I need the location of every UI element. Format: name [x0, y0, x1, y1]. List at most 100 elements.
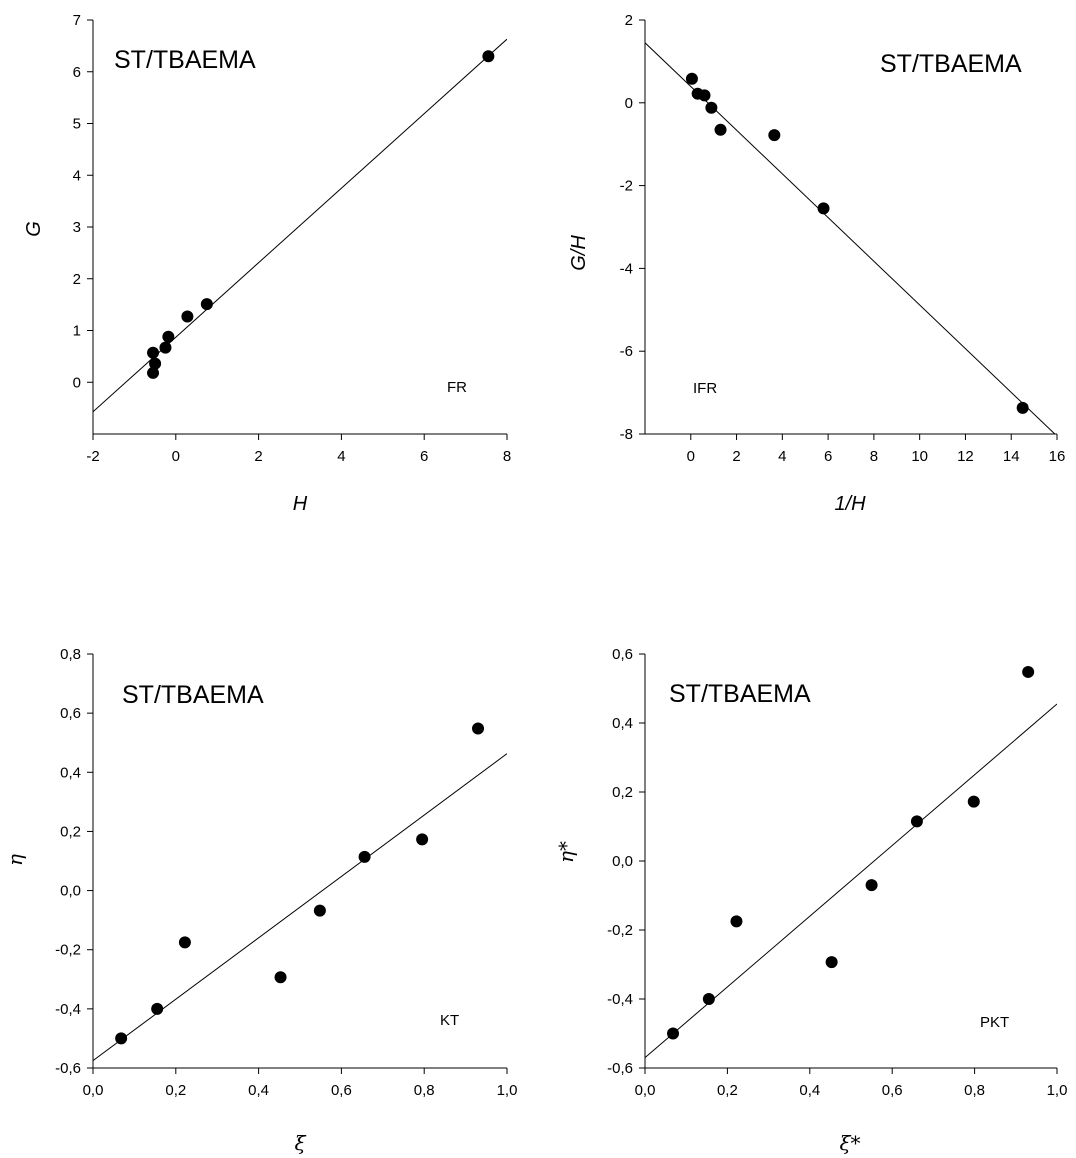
data-point: [1016, 401, 1029, 414]
y-tick-label: 1: [73, 323, 81, 340]
data-point: [667, 1027, 680, 1040]
y-tick-label: 2: [625, 12, 633, 29]
data-point: [147, 346, 160, 359]
x-tick-label: 0,2: [165, 1082, 186, 1099]
data-point: [825, 956, 838, 969]
data-point: [817, 202, 830, 215]
x-tick-label: 8: [870, 448, 878, 465]
x-tick-label: 1,0: [1047, 1082, 1068, 1099]
x-axis-title: ξ: [294, 1131, 306, 1155]
x-tick-label: 8: [503, 448, 511, 465]
y-tick-label: 0,6: [612, 646, 633, 663]
x-tick-label: 6: [824, 448, 832, 465]
panel-kt: ST/TBAEMA KT ξ η 0,0 0,2 0,4 0,6 0,8 1,0 -0,6 -…: [3, 646, 517, 1155]
y-tick-label: 0,2: [612, 784, 633, 801]
method-label: FR: [447, 379, 467, 396]
data-point: [730, 915, 743, 928]
x-tick-label: 4: [337, 448, 345, 465]
data-point: [178, 936, 191, 949]
data-point: [698, 89, 711, 102]
y-tick-label: -0,6: [607, 1060, 633, 1077]
panel-title: ST/TBAEMA: [880, 50, 1022, 78]
y-tick-label: -0,2: [55, 942, 81, 959]
x-tick-label: 6: [420, 448, 428, 465]
x-axis-title: H: [293, 493, 308, 515]
data-point: [702, 993, 715, 1005]
data-point: [768, 129, 781, 142]
x-tick-label: 2: [732, 448, 740, 465]
y-tick-label: 0,6: [60, 705, 81, 722]
data-point: [685, 72, 698, 85]
panel-title: ST/TBAEMA: [669, 680, 811, 708]
x-tick-label: 0,0: [635, 1082, 656, 1099]
data-point: [714, 123, 727, 136]
y-tick-label: -0,4: [55, 1001, 81, 1018]
x-axis-title: 1/H: [834, 493, 866, 515]
x-tick-label: 0,2: [717, 1082, 738, 1099]
panel-title: ST/TBAEMA: [122, 681, 264, 709]
x-axis-title: ξ*: [839, 1131, 860, 1155]
fit-line: [645, 42, 1056, 434]
x-tick-label: 0,4: [248, 1082, 269, 1099]
y-tick-label: 7: [73, 12, 81, 29]
x-tick-label: 14: [1003, 448, 1020, 465]
data-point: [147, 366, 160, 379]
panel-ifr: ST/TBAEMA IFR 1/H G/H 0 2 4 6 8 10 12 14 16 -8 -6 -…: [568, 12, 1065, 515]
y-tick-label: 3: [73, 219, 81, 236]
y-tick-label: -6: [620, 343, 633, 360]
data-point: [313, 904, 326, 917]
x-tick-label: -2: [86, 448, 99, 465]
data-point: [910, 815, 923, 828]
y-tick-label: 4: [73, 167, 81, 184]
x-tick-label: 10: [911, 448, 928, 465]
data-point: [151, 1002, 164, 1015]
data-point: [472, 722, 485, 735]
y-axis-title: G: [23, 221, 45, 237]
x-tick-label: 0,0: [83, 1082, 104, 1099]
data-point: [865, 879, 878, 892]
data-point: [274, 971, 287, 984]
y-tick-label: 2: [73, 271, 81, 288]
y-tick-label: -2: [620, 178, 633, 195]
x-tick-label: 0,6: [882, 1082, 903, 1099]
x-tick-label: 16: [1049, 448, 1066, 465]
y-tick-label: 0,4: [60, 764, 81, 781]
y-tick-label: -8: [620, 426, 633, 443]
data-point: [181, 310, 194, 323]
y-axis-title: G/H: [568, 235, 590, 271]
method-label: PKT: [980, 1014, 1009, 1031]
data-point: [115, 1032, 128, 1045]
y-tick-label: 0: [625, 95, 633, 112]
y-tick-label: -0,6: [55, 1060, 81, 1077]
y-tick-label: 0,0: [612, 853, 633, 870]
data-point: [482, 50, 495, 63]
x-tick-label: 0: [687, 448, 695, 465]
y-tick-label: 0,8: [60, 646, 81, 663]
y-axis-title: η: [3, 854, 27, 866]
x-tick-label: 0: [172, 448, 180, 465]
data-point: [200, 298, 213, 311]
panel-fr: ST/TBAEMA FR H G -2 0 2 4 6 8 0 1 2 3 4 5 6 7: [23, 12, 511, 515]
data-point: [358, 850, 371, 863]
x-tick-label: 1,0: [497, 1082, 518, 1099]
data-point: [967, 795, 980, 808]
y-tick-label: 5: [73, 116, 81, 133]
x-tick-label: 0,6: [331, 1082, 352, 1099]
y-axis-title: η*: [554, 841, 578, 863]
y-tick-label: 0,2: [60, 823, 81, 840]
y-tick-label: -0,2: [607, 922, 633, 939]
method-label: IFR: [693, 380, 717, 397]
x-tick-label: 0,8: [414, 1082, 435, 1099]
data-point: [416, 833, 429, 846]
data-point: [705, 101, 718, 114]
data-point: [1022, 665, 1035, 678]
x-tick-label: 0,8: [964, 1082, 985, 1099]
x-tick-label: 4: [778, 448, 786, 465]
data-point: [162, 330, 175, 343]
panel-title: ST/TBAEMA: [114, 46, 256, 74]
x-tick-label: 2: [254, 448, 262, 465]
method-label: KT: [440, 1012, 459, 1029]
y-tick-label: 6: [73, 64, 81, 81]
panel-pkt: ST/TBAEMA PKT ξ* η* 0,0 0,2 0,4 0,6 0,8 1,0 -0…: [554, 646, 1067, 1155]
